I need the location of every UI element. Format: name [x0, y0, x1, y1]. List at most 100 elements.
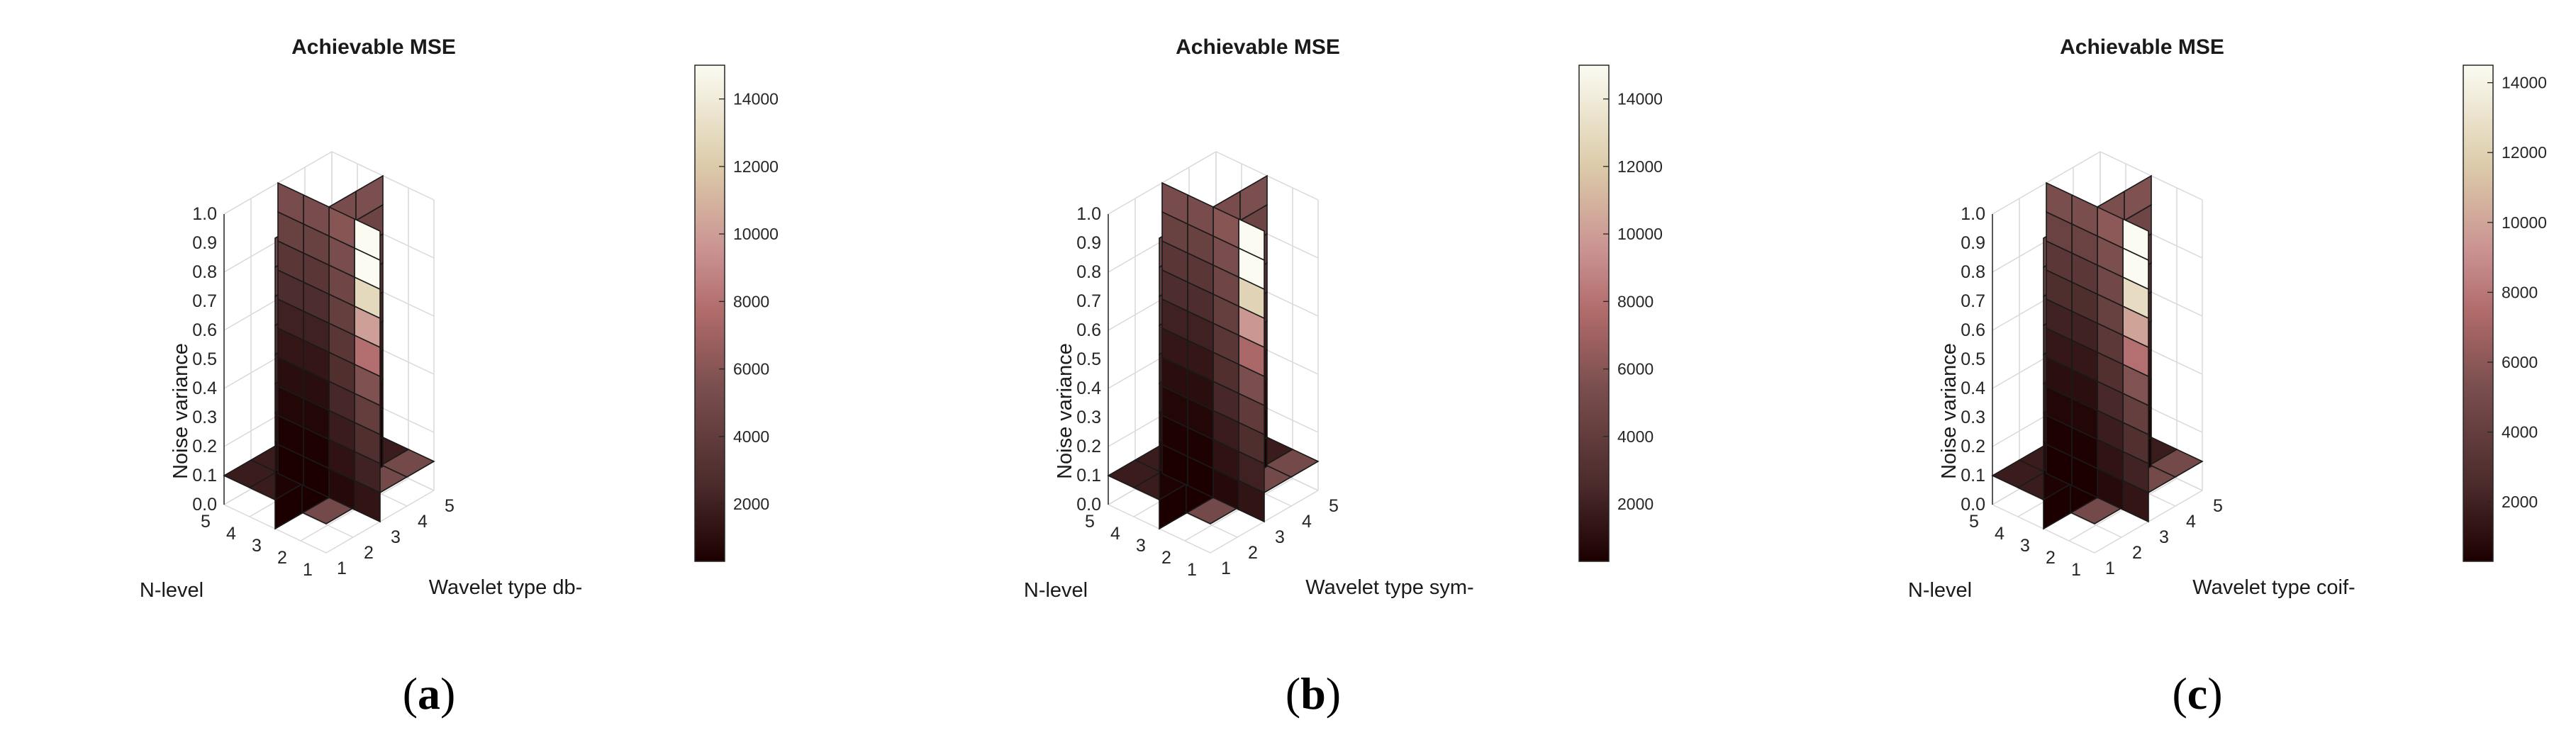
- z-tick-label: 0.8: [1961, 262, 1985, 282]
- z-tick-label: 0.8: [1076, 262, 1101, 282]
- z-tick-label: 0.9: [192, 233, 217, 253]
- x-tick-label: 4: [418, 512, 428, 532]
- colorbar-tick-label: 6000: [2502, 353, 2538, 371]
- x-tick-label: 4: [1302, 512, 1312, 532]
- colorbar-tick-label: 10000: [2502, 213, 2547, 232]
- colorbar: [1578, 64, 1610, 562]
- colorbar-tick-label: 6000: [733, 360, 769, 378]
- x-tick-label: 1: [1221, 559, 1231, 578]
- colorbar-tick-label: 8000: [733, 292, 769, 310]
- colorbar-tick-label: 2000: [2502, 493, 2538, 511]
- x-tick-label: 2: [364, 543, 374, 563]
- colorbar-tick-label: 8000: [2502, 283, 2538, 301]
- chart-panel-3: 0.00.10.20.30.40.50.60.70.80.91.01234512…: [1908, 35, 2547, 719]
- colorbar: [2463, 64, 2494, 562]
- x-tick-label: 3: [1275, 527, 1285, 547]
- chart-title: Achievable MSE: [291, 35, 456, 59]
- y-tick-label: 3: [1136, 536, 1146, 556]
- z-tick-label: 0.1: [192, 466, 217, 486]
- y-tick-label: 1: [1187, 560, 1197, 580]
- y-tick-label: 2: [277, 548, 287, 568]
- x-tick-label: 5: [445, 496, 455, 516]
- z-tick-label: 0.5: [1961, 349, 1985, 369]
- z-tick-label: 0.2: [1076, 437, 1101, 456]
- y-tick-label: 5: [201, 512, 211, 532]
- z-axis-label: Noise variance: [169, 343, 192, 479]
- panel-caption: (a): [403, 668, 456, 719]
- z-tick-label: 0.4: [1076, 378, 1101, 398]
- z-tick-label: 0.3: [1076, 408, 1101, 427]
- y-tick-label: 3: [2020, 536, 2030, 556]
- slice-wavelet: [1161, 181, 1265, 523]
- colorbar-tick-label: 10000: [733, 225, 779, 243]
- y-tick-label: 4: [1995, 524, 2005, 544]
- z-tick-label: 0.0: [1961, 495, 1985, 515]
- y-tick-label: 1: [303, 560, 313, 580]
- colorbar-tick-label: 12000: [2502, 143, 2547, 162]
- colorbar-tick-label: 2000: [1617, 495, 1654, 513]
- z-tick-label: 0.5: [192, 349, 217, 369]
- y-tick-label: 2: [1161, 548, 1171, 568]
- z-tick-label: 0.0: [192, 495, 217, 515]
- z-tick-label: 0.7: [1961, 291, 1985, 311]
- chart-panel-1: 0.00.10.20.30.40.50.60.70.80.91.01234512…: [140, 35, 779, 719]
- colorbar-tick-label: 12000: [1617, 157, 1663, 176]
- y-tick-label: 1: [2071, 560, 2081, 580]
- colorbar-tick-label: 4000: [2502, 423, 2538, 442]
- z-tick-label: 0.9: [1961, 233, 1985, 253]
- x-tick-label: 2: [1248, 543, 1258, 563]
- x-tick-label: 1: [2105, 559, 2115, 578]
- surface-cell: [1239, 174, 1268, 222]
- panel-caption: (b): [1286, 668, 1341, 719]
- slice-wavelet: [277, 181, 381, 523]
- z-tick-label: 0.0: [1076, 495, 1101, 515]
- z-tick-label: 1.0: [1076, 204, 1101, 224]
- colorbar-tick-label: 14000: [1617, 90, 1663, 108]
- y-tick-label: 4: [226, 524, 236, 544]
- colorbar-tick-label: 4000: [733, 427, 769, 446]
- z-axis-label: Noise variance: [1054, 343, 1076, 479]
- colorbar-tick-label: 4000: [1617, 427, 1654, 446]
- colorbar-tick-label: 8000: [1617, 292, 1654, 310]
- panel-caption: (c): [2172, 668, 2222, 719]
- colorbar-tick-label: 14000: [733, 90, 779, 108]
- y-tick-label: 5: [1085, 512, 1095, 532]
- y-tick-label: 5: [1969, 512, 1979, 532]
- slice-wavelet: [2046, 181, 2149, 523]
- x-axis-label: Wavelet type db-: [429, 576, 583, 599]
- surface-cell: [355, 174, 384, 222]
- z-axis-label: Noise variance: [1938, 343, 1961, 479]
- z-tick-label: 0.7: [192, 291, 217, 311]
- z-tick-label: 0.1: [1076, 466, 1101, 486]
- y-axis-label: N-level: [140, 579, 203, 602]
- chart-panel-2: 0.00.10.20.30.40.50.60.70.80.91.01234512…: [1024, 35, 1663, 719]
- x-tick-label: 3: [2159, 527, 2169, 547]
- surface-cell: [2124, 174, 2152, 222]
- y-axis-label: N-level: [1024, 579, 1088, 602]
- surface-cell: [277, 181, 304, 225]
- z-tick-label: 0.1: [1961, 466, 1985, 486]
- z-tick-label: 0.6: [1076, 320, 1101, 340]
- z-tick-label: 1.0: [1961, 204, 1985, 224]
- y-axis-label: N-level: [1908, 579, 1972, 602]
- z-tick-label: 1.0: [192, 204, 217, 224]
- z-tick-label: 0.6: [1961, 320, 1985, 340]
- colorbar: [694, 64, 725, 562]
- z-tick-label: 0.3: [1961, 408, 1985, 427]
- y-tick-label: 2: [2046, 548, 2056, 568]
- x-tick-label: 1: [337, 559, 347, 578]
- z-tick-label: 0.5: [1076, 349, 1101, 369]
- colorbar-tick-label: 14000: [2502, 74, 2547, 92]
- x-tick-label: 4: [2186, 512, 2196, 532]
- colorbar-tick-label: 6000: [1617, 360, 1654, 378]
- z-tick-label: 0.2: [192, 437, 217, 456]
- y-tick-label: 4: [1110, 524, 1120, 544]
- x-tick-label: 2: [2132, 543, 2142, 563]
- z-tick-label: 0.3: [192, 408, 217, 427]
- chart-title: Achievable MSE: [1176, 35, 1340, 59]
- x-tick-label: 5: [1329, 496, 1339, 516]
- z-tick-label: 0.9: [1076, 233, 1101, 253]
- colorbar-tick-label: 12000: [733, 157, 779, 176]
- colorbar-tick-label: 2000: [733, 495, 769, 513]
